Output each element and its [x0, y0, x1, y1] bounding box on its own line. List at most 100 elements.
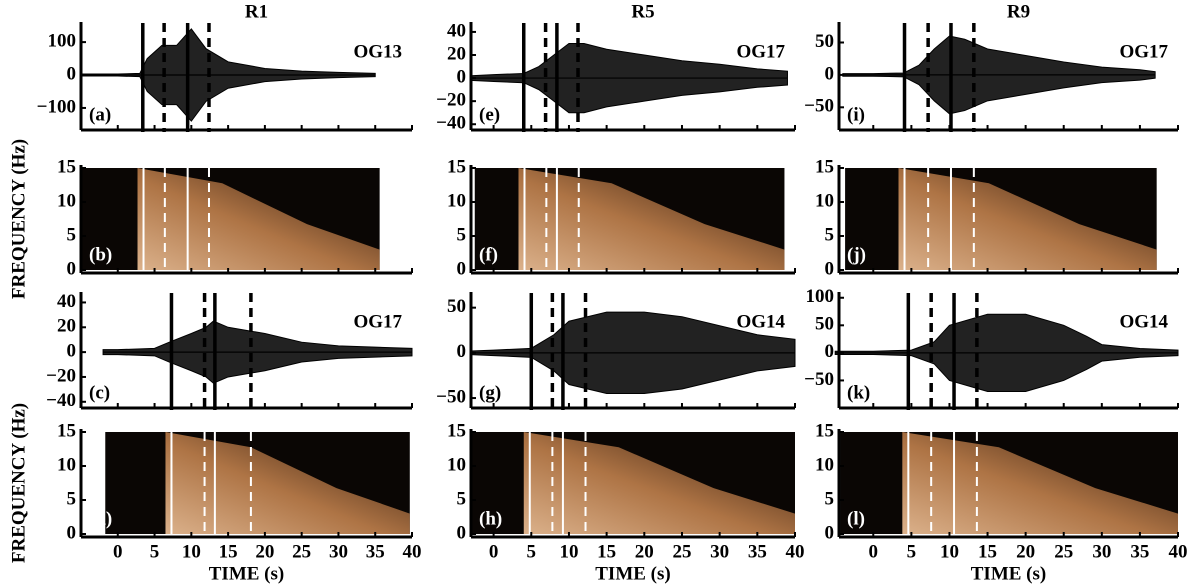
y-tick-label: 0 [457, 66, 467, 87]
panel: −100 0 100 R1 (a) OG13 [37, 1, 413, 132]
panel-label: (l) [847, 508, 865, 529]
column-title: R9 [1007, 1, 1030, 22]
y-tick-label: 0 [67, 340, 77, 361]
panel-label: (c) [89, 382, 110, 403]
spectral-energy [523, 432, 795, 534]
panel: 0 5 10 15 (j) [815, 156, 1179, 279]
y-tick-label: 10 [57, 454, 76, 475]
panel-label: (a) [89, 104, 111, 125]
x-tick-label: 40 [1169, 541, 1188, 562]
y-tick-label: 10 [815, 454, 834, 475]
y-tick-label: 15 [57, 420, 76, 441]
spectral-energy [137, 168, 380, 270]
panel-label: (g) [479, 382, 501, 403]
x-tick-label: 30 [710, 541, 729, 562]
y-tick-label: 0 [457, 258, 467, 279]
y-tick-label: 5 [825, 488, 835, 509]
panel-label: (k) [847, 382, 870, 403]
y-tick-label: 40 [447, 20, 466, 41]
x-tick-label: 15 [219, 541, 238, 562]
column-title: R1 [245, 1, 268, 22]
y-tick-label: 15 [447, 420, 466, 441]
spectral-energy [898, 168, 1157, 270]
panel: 0 5 10 15 0 5 10 15 20 25 30 35 40 TIME (s) (h) [447, 420, 805, 584]
x-tick-label: 5 [907, 541, 917, 562]
y-tick-label: 10 [447, 454, 466, 475]
y-tick-label: 50 [815, 31, 834, 52]
x-axis-label: TIME (s) [209, 563, 284, 584]
x-tick-label: 10 [559, 541, 578, 562]
x-tick-label: 30 [1092, 541, 1111, 562]
spectral-energy [518, 168, 785, 270]
y-tick-label: 0 [457, 341, 467, 362]
panel: −50 0 50 R9 (i) OG17 [804, 1, 1179, 132]
y-tick-label: 15 [57, 156, 76, 177]
panel-label: (f) [479, 244, 498, 265]
y-tick-label: −20 [436, 90, 466, 111]
y-tick-label: 0 [825, 522, 835, 543]
station-name: OG17 [353, 311, 402, 332]
y-tick-label: 15 [815, 420, 834, 441]
x-tick-label: 35 [748, 541, 767, 562]
y-tick-label: −40 [436, 113, 466, 134]
x-tick-label: 25 [1054, 541, 1073, 562]
station-name: OG14 [1119, 311, 1168, 332]
station-name: OG17 [736, 41, 785, 62]
y-tick-label: 0 [825, 341, 835, 362]
x-axis-label: TIME (s) [971, 563, 1046, 584]
x-tick-label: 20 [635, 541, 654, 562]
x-tick-label: 25 [672, 541, 691, 562]
y-tick-label: 5 [67, 488, 77, 509]
y-tick-label: 0 [825, 258, 835, 279]
y-tick-label: −50 [436, 386, 466, 407]
panel: −40 −20 0 20 40 (c) OG17 [46, 291, 413, 411]
x-axis-label: TIME (s) [595, 563, 670, 584]
y-tick-label: 20 [447, 43, 466, 64]
y-tick-label: 10 [815, 190, 834, 211]
panel: 0 5 10 15 (b) FREQUENCY (Hz) [8, 139, 413, 299]
y-tick-label: 20 [57, 316, 76, 337]
y-tick-label: 40 [57, 291, 76, 312]
y-tick-label: 10 [57, 190, 76, 211]
x-tick-label: 0 [489, 541, 499, 562]
y-tick-label: 5 [67, 224, 77, 245]
spectral-energy [165, 432, 410, 534]
panel-label: (e) [479, 104, 500, 125]
panel-label: (j) [847, 244, 866, 265]
y-tick-label: −50 [804, 96, 834, 117]
y-tick-label: 5 [457, 224, 467, 245]
panel: 0 5 10 15 0 5 10 15 20 25 30 35 40 TIME (s) (d) FREQUEN… [8, 403, 421, 584]
x-tick-label: 40 [403, 541, 422, 562]
y-axis-label: FREQUENCY (Hz) [8, 403, 29, 563]
x-tick-label: 5 [527, 541, 537, 562]
x-tick-label: 0 [869, 541, 879, 562]
y-tick-label: 5 [825, 224, 835, 245]
spectral-energy [902, 432, 1178, 534]
panel-label: (h) [479, 508, 502, 529]
y-tick-label: −40 [46, 390, 76, 411]
x-tick-label: 0 [113, 541, 123, 562]
y-tick-label: 0 [825, 63, 835, 84]
x-tick-label: 5 [150, 541, 160, 562]
y-tick-label: 10 [447, 190, 466, 211]
y-axis-label: FREQUENCY (Hz) [8, 139, 29, 299]
x-tick-label: 10 [940, 541, 959, 562]
x-tick-label: 25 [292, 541, 311, 562]
x-tick-label: 15 [597, 541, 616, 562]
x-tick-label: 35 [366, 541, 385, 562]
x-tick-label: 40 [786, 541, 805, 562]
y-tick-label: −50 [804, 369, 834, 390]
x-tick-label: 20 [1016, 541, 1035, 562]
y-tick-label: 15 [815, 156, 834, 177]
station-name: OG13 [353, 41, 402, 62]
station-name: OG14 [736, 311, 785, 332]
panel-label: (d) [89, 508, 112, 529]
panel: 0 5 10 15 0 5 10 15 20 25 30 35 40 TIME (s) (l) [815, 420, 1188, 584]
y-tick-label: 0 [457, 522, 467, 543]
y-tick-label: 100 [806, 286, 835, 307]
y-tick-label: −20 [46, 365, 76, 386]
x-tick-label: 35 [1130, 541, 1149, 562]
y-tick-label: 50 [815, 314, 834, 335]
